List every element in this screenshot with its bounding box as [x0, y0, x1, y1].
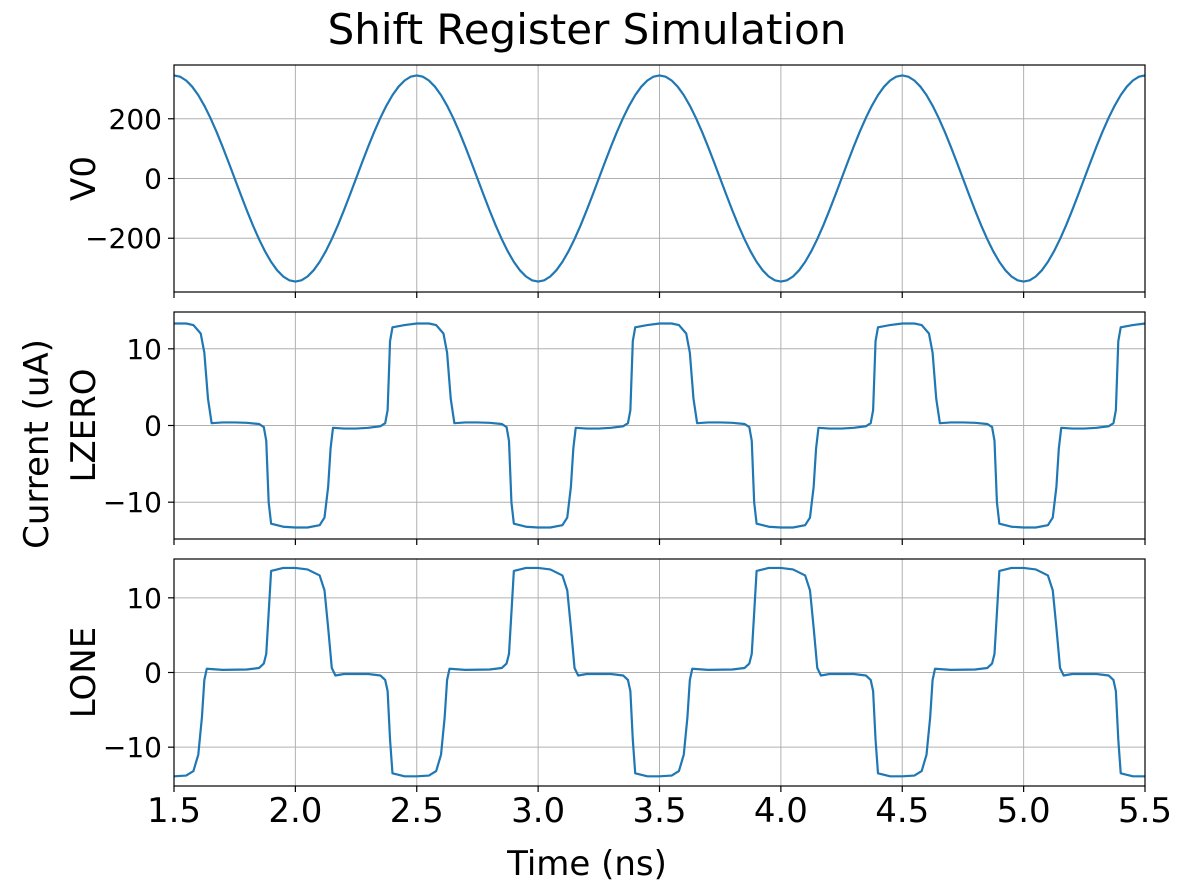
y-axis-label-lone: LONE [64, 627, 104, 718]
y-tick-label: 10 [126, 582, 162, 615]
x-tick-label: 1.5 [147, 791, 201, 831]
y-tick-label: −10 [103, 486, 162, 519]
series-line-lzero [174, 322, 1146, 529]
series-line-v0 [173, 74, 1146, 283]
x-tick-label: 5.5 [1118, 791, 1172, 831]
x-tick-label: 3.0 [511, 791, 565, 831]
y-axis-label-lzero: LZERO [64, 368, 104, 482]
subplot-1: 200 0 −200 V0 [64, 64, 1146, 298]
x-tick-label: 2.5 [390, 791, 444, 831]
series-line-lone [173, 566, 1145, 778]
y-tick-label: −10 [103, 731, 162, 764]
shared-y-axis-label: Current (uA) [17, 339, 57, 549]
y-axis-label-v0: V0 [64, 156, 104, 201]
y-tick-label: 0 [144, 410, 162, 443]
y-tick-label: 200 [109, 103, 162, 136]
x-tick-label: 3.5 [632, 791, 686, 831]
x-tick-label: 5.0 [997, 791, 1051, 831]
y-tick-label: −200 [85, 222, 162, 255]
y-tick-label: 0 [144, 163, 162, 196]
chart-title: Shift Register Simulation [328, 5, 847, 54]
subplot-2: 10 0 −10 LZERO [64, 311, 1146, 545]
subplot-3: 10 0 −10 1.5 2.0 2.5 3.0 3.5 4.0 4.5 5.0 5.5 LONE [64, 558, 1172, 831]
x-tick-label: 2.0 [268, 791, 322, 831]
x-tick-label: 4.5 [875, 791, 929, 831]
y-tick-label: 10 [126, 333, 162, 366]
x-tick-label: 4.0 [754, 791, 808, 831]
x-axis-label: Time (ns) [506, 844, 667, 884]
y-tick-label: 0 [144, 657, 162, 690]
